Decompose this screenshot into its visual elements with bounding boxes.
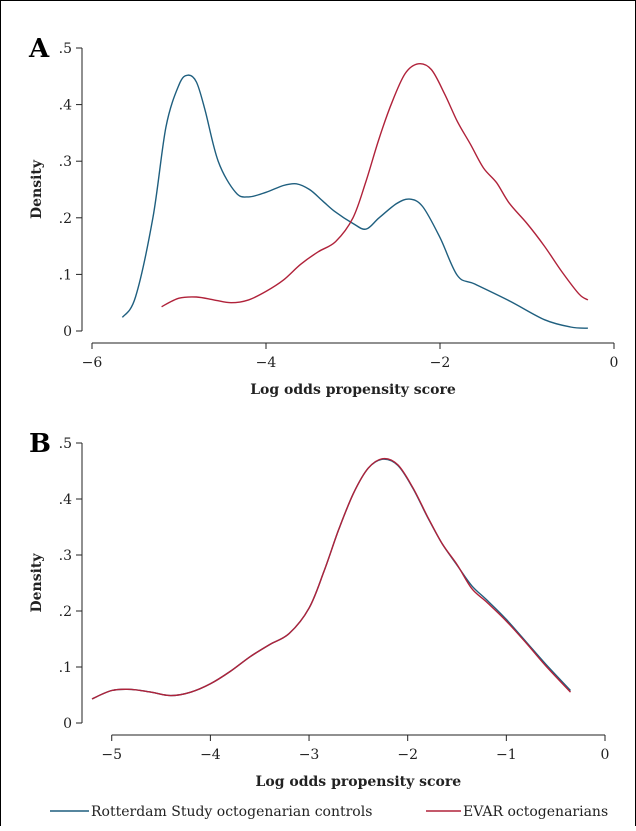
series-line-evar	[161, 62, 589, 308]
legend-label: Rotterdam Study octogenarian controls	[91, 804, 372, 820]
series-line-controls	[91, 458, 572, 700]
y-tick-label: .1	[59, 267, 72, 283]
x-tick-label: −5	[101, 747, 122, 763]
series-line-evar	[91, 457, 572, 700]
panel-label: A	[28, 34, 50, 64]
x-tick-label: −6	[82, 355, 103, 371]
x-tick-label: −4	[200, 747, 221, 763]
y-tick-label: .2	[59, 604, 72, 620]
panel-b: B 0 .1 .2 .3 .4 .5 Density −5 −4 −3 −2 −1 0 Log odds p…	[29, 429, 609, 790]
panel-label: B	[29, 429, 51, 459]
y-tick-label: 0	[63, 324, 72, 340]
legend-label: EVAR octogenarians	[463, 804, 608, 820]
y-tick-label: .3	[59, 154, 72, 170]
y-tick-label: .3	[59, 548, 72, 564]
legend: Rotterdam Study octogenarian controls EVA…	[50, 804, 608, 820]
x-axis-title: Log odds propensity score	[256, 774, 462, 790]
y-tick-label: .1	[59, 660, 72, 676]
series-line-controls	[121, 74, 588, 329]
y-tick-label: .5	[59, 41, 72, 57]
y-axis-title: Density	[29, 553, 45, 613]
x-tick-label: 0	[601, 747, 610, 763]
y-tick-label: .5	[59, 436, 72, 452]
x-tick-label: −4	[256, 355, 277, 371]
y-tick-label: .4	[59, 98, 72, 114]
x-axis-title: Log odds propensity score	[250, 382, 456, 398]
x-tick-label: 0	[610, 355, 619, 371]
y-tick-label: .2	[59, 211, 72, 227]
x-tick-label: −2	[430, 355, 451, 371]
y-tick-label: .4	[59, 492, 72, 508]
x-tick-label: −3	[299, 747, 320, 763]
y-tick-label: 0	[63, 716, 72, 732]
x-tick-label: −2	[397, 747, 418, 763]
x-tick-label: −1	[496, 747, 517, 763]
panel-a: A 0 .1 .2 .3 .4 .5 Density −6 −4 −2 0 Log odds prope…	[28, 34, 618, 398]
y-axis-title: Density	[29, 159, 45, 219]
